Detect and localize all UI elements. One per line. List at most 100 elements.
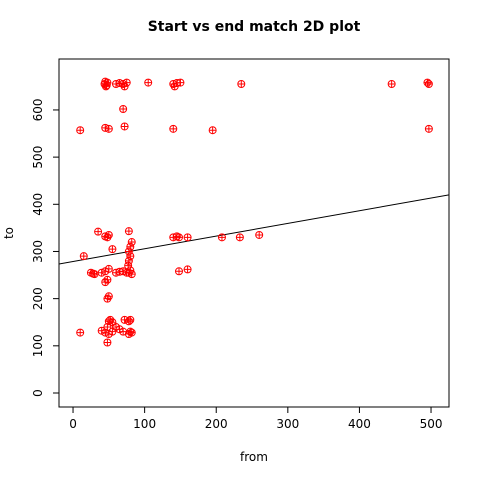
point-cross [126, 243, 134, 251]
point-cross [184, 233, 192, 241]
point-cross [123, 269, 131, 277]
point-cross [103, 339, 111, 347]
point [108, 245, 117, 254]
point [423, 78, 432, 87]
point [217, 233, 226, 242]
point-cross [423, 79, 431, 87]
point-cross [236, 233, 244, 241]
point-cross [175, 267, 183, 275]
point-cross [108, 245, 116, 253]
y-tick-label: 100 [31, 334, 45, 357]
point [144, 78, 153, 87]
plot-frame [58, 58, 450, 408]
point [124, 317, 133, 326]
point-cross [169, 125, 177, 133]
point-cross [123, 79, 131, 87]
point [424, 80, 433, 89]
point [183, 233, 192, 242]
point-cross [119, 328, 127, 336]
x-tick-label: 100 [133, 417, 156, 431]
point-cross [125, 247, 133, 255]
point [103, 338, 112, 347]
point-cross [108, 328, 116, 336]
point-cross [105, 231, 113, 239]
point-cross [103, 323, 111, 331]
point [175, 233, 183, 242]
point-cross [105, 125, 113, 133]
point-cross [121, 122, 129, 130]
point-cross [103, 295, 111, 303]
point [175, 267, 183, 276]
point [104, 230, 113, 239]
x-tick-label: 500 [420, 417, 443, 431]
trend-line [59, 194, 449, 265]
point [183, 265, 192, 274]
point-cross [128, 238, 136, 246]
point-cross [209, 126, 217, 134]
y-tick-label: 300 [31, 240, 45, 263]
point-cross [425, 80, 433, 88]
point-cross [144, 79, 152, 87]
point-cross [255, 231, 263, 239]
point [90, 270, 99, 279]
point-cross [184, 265, 192, 273]
point [255, 230, 264, 239]
point-cross [388, 80, 396, 88]
point [76, 328, 85, 337]
x-tick-label: 0 [69, 417, 77, 431]
point [122, 78, 131, 87]
y-tick-label: 500 [31, 146, 45, 169]
point-cross [119, 105, 127, 113]
point [124, 256, 133, 265]
point-cross [125, 257, 133, 265]
point-cross [94, 228, 102, 236]
point [104, 264, 113, 273]
point [124, 247, 133, 256]
point-cross [125, 227, 133, 235]
point [424, 124, 433, 133]
point-cross [126, 316, 134, 324]
x-axis-label: from [240, 450, 268, 464]
point [119, 105, 128, 114]
point-cross [103, 81, 111, 89]
point [127, 270, 136, 279]
point-cross [175, 233, 183, 241]
point-cross [125, 317, 133, 325]
point [122, 268, 131, 277]
point [103, 294, 112, 303]
point [108, 327, 117, 336]
x-tick-label: 200 [205, 417, 228, 431]
point [124, 227, 133, 236]
point-cross [103, 276, 111, 284]
point [79, 252, 88, 261]
point [103, 275, 112, 284]
point [176, 78, 185, 87]
point-cross [76, 126, 84, 134]
point-cross [218, 233, 226, 241]
point-cross [108, 318, 116, 326]
point [235, 233, 244, 242]
point [237, 80, 246, 89]
point [387, 80, 396, 89]
point [126, 252, 135, 261]
point [120, 122, 129, 131]
point [127, 238, 136, 247]
point-cross [128, 329, 136, 337]
point-cross [76, 329, 84, 337]
point-cross [425, 125, 433, 133]
point [126, 315, 135, 324]
y-tick-label: 400 [31, 193, 45, 216]
point-cross [237, 80, 245, 88]
point [104, 124, 113, 133]
point [169, 124, 178, 133]
point [208, 126, 217, 135]
y-tick-label: 600 [31, 98, 45, 121]
point-cross [126, 252, 134, 260]
chart-title: Start vs end match 2D plot [148, 19, 361, 35]
point-cross [91, 270, 99, 278]
x-tick-label: 300 [276, 417, 299, 431]
point-cross [105, 265, 113, 273]
x-tick-label: 400 [348, 417, 371, 431]
